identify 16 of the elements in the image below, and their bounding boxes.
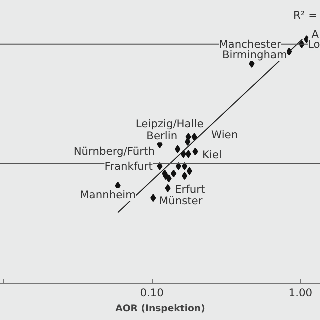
- annotation: Nürnberg/Fürth: [74, 144, 155, 158]
- annotation: Mannheim: [80, 188, 136, 202]
- annotation: Kiel: [202, 148, 222, 162]
- annotation: Manchester: [219, 38, 282, 52]
- x-axis-title: AOR (Inspektion): [116, 304, 206, 314]
- text: R² =: [294, 9, 318, 22]
- annotation: Wien: [212, 128, 238, 142]
- annotation: Leipzig/Halle: [136, 118, 204, 130]
- annotation: Frankfurt: [104, 160, 153, 173]
- annotation: Birmingham: [222, 48, 288, 62]
- x-tick-label: 1.00: [288, 286, 313, 300]
- annotation: Lo: [308, 38, 320, 51]
- x-tick-label: 0.10: [140, 286, 164, 300]
- annotation: Erfurt: [175, 182, 206, 196]
- annotation: Münster: [159, 194, 204, 208]
- annotation: Berlin: [146, 130, 178, 143]
